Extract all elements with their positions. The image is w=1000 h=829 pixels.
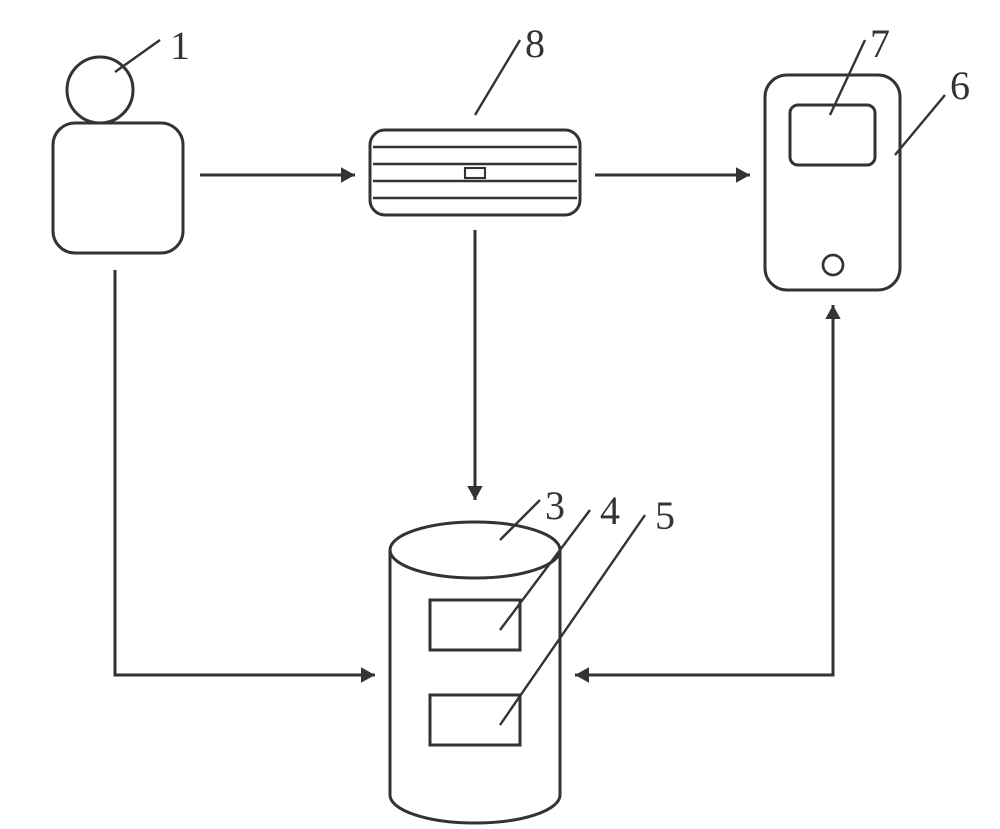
node-label: 4 bbox=[600, 488, 620, 533]
node-label: 7 bbox=[870, 21, 890, 66]
router-body bbox=[370, 130, 580, 215]
person-body bbox=[53, 123, 183, 253]
phone-screen bbox=[790, 105, 875, 165]
cylinder-top bbox=[390, 522, 560, 578]
node-label: 8 bbox=[525, 21, 545, 66]
system-diagram: 1 8 6 7 345 bbox=[0, 0, 1000, 829]
node-label: 6 bbox=[950, 63, 970, 108]
node-label: 5 bbox=[655, 493, 675, 538]
cylinder-body bbox=[390, 550, 560, 823]
node-label: 3 bbox=[545, 483, 565, 528]
node-label: 1 bbox=[170, 23, 190, 68]
